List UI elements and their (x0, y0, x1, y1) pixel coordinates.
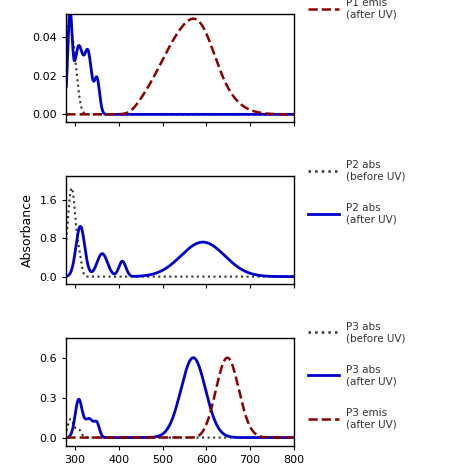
Y-axis label: Absorbance: Absorbance (21, 193, 34, 267)
Text: P1 emis
(after UV): P1 emis (after UV) (346, 0, 397, 19)
Text: P3 emis
(after UV): P3 emis (after UV) (346, 408, 397, 429)
Text: P2 abs
(before UV): P2 abs (before UV) (346, 160, 406, 182)
Text: P3 abs
(after UV): P3 abs (after UV) (346, 365, 397, 386)
Text: P2 abs
(after UV): P2 abs (after UV) (346, 203, 397, 225)
Text: P3 abs
(before UV): P3 abs (before UV) (346, 321, 406, 343)
